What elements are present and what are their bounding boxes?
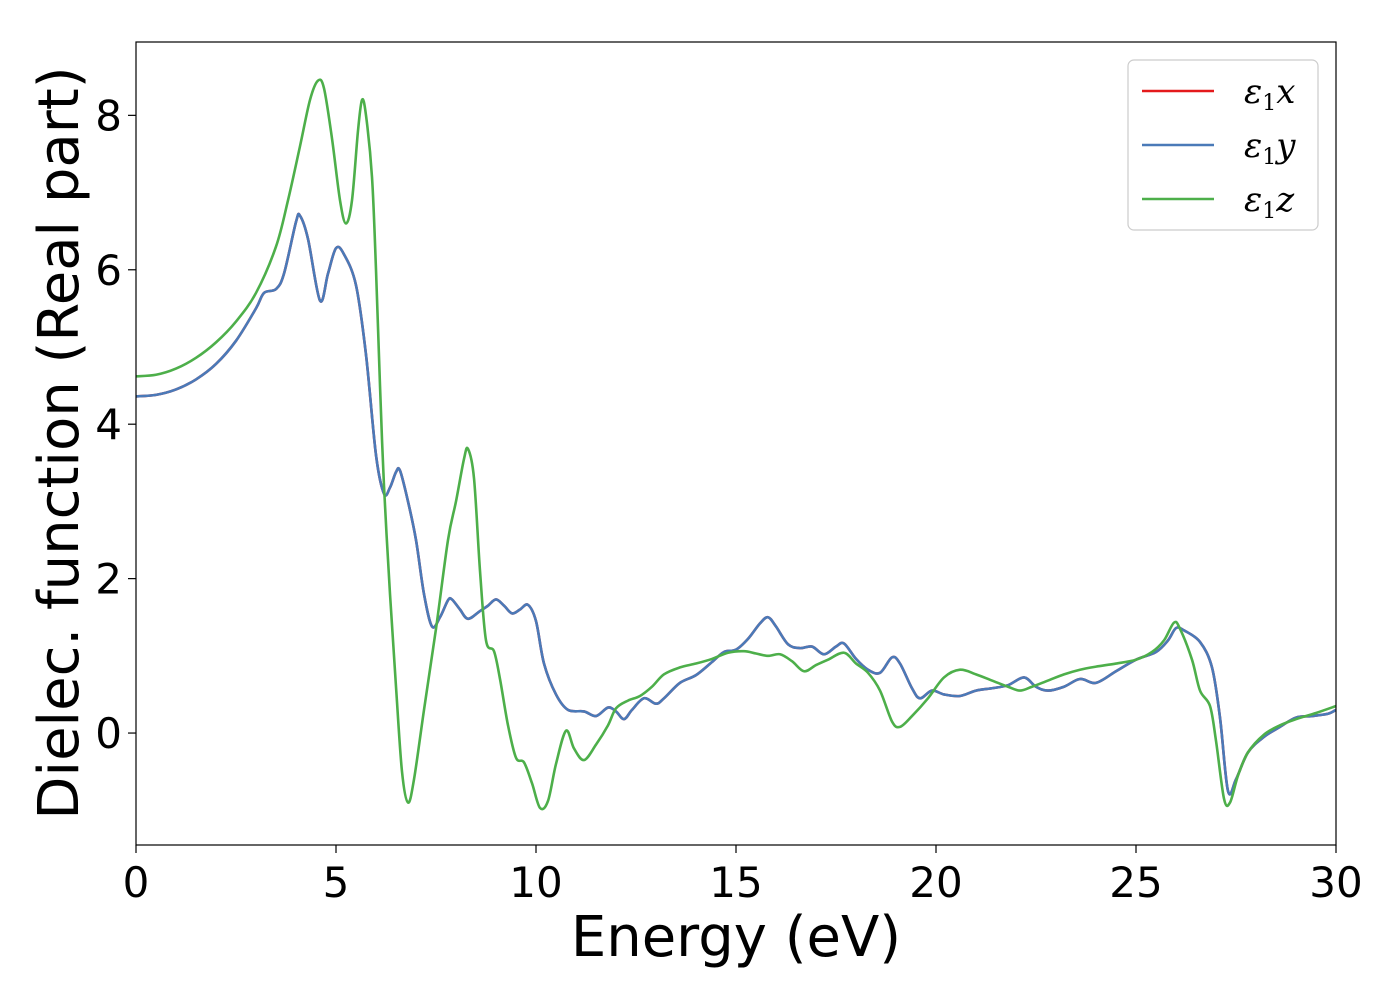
x-tick-label: 20 <box>909 858 962 907</box>
series-lines <box>136 78 1336 811</box>
legend-label-x: ε1x <box>1244 72 1295 116</box>
legend-box <box>1127 59 1319 231</box>
x-tick-label: 10 <box>509 858 562 907</box>
x-tick-label: 30 <box>1309 858 1362 907</box>
series-line-x <box>136 212 1336 796</box>
x-axis-title: Energy (eV) <box>571 905 901 970</box>
y-tick-label: 6 <box>95 246 122 295</box>
y-axis-title: Dielec. function (Real part) <box>27 66 92 819</box>
series-line-z <box>136 78 1336 811</box>
y-tick-label: 2 <box>95 555 122 604</box>
series-line-y <box>136 212 1336 796</box>
y-axis-ticks: 0 2 4 6 8 <box>95 91 136 758</box>
legend-label-z: ε1z <box>1244 180 1295 224</box>
y-tick-label: 8 <box>95 91 122 140</box>
legend-label-y: ε1y <box>1244 126 1296 170</box>
x-tick-label: 25 <box>1109 858 1162 907</box>
y-tick-label: 0 <box>95 709 122 758</box>
legend: ε1x ε1y ε1z <box>1127 59 1319 231</box>
x-tick-label: 5 <box>323 858 350 907</box>
y-tick-label: 4 <box>95 400 122 449</box>
x-axis-ticks: 0 5 10 15 20 25 30 <box>123 845 1363 907</box>
x-tick-label: 0 <box>123 858 150 907</box>
x-tick-label: 15 <box>709 858 762 907</box>
